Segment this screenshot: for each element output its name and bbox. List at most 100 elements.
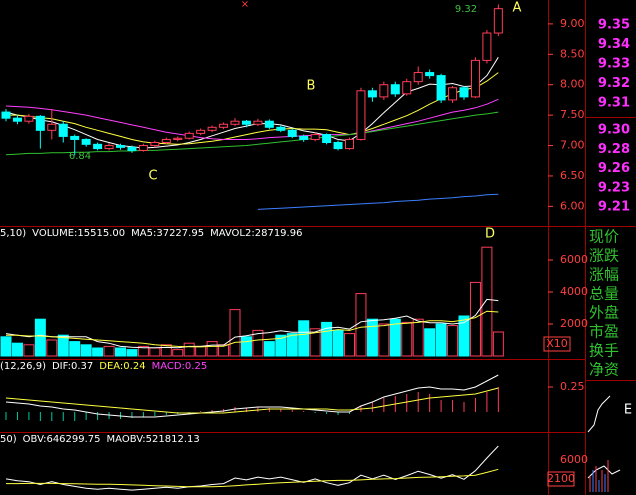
candle-body (104, 145, 114, 150)
volume-bar (69, 341, 81, 357)
y-tick-label: 0.25 (560, 380, 585, 393)
quote-label: 涨跌 (589, 247, 619, 265)
volume-bar (344, 333, 355, 357)
bid-price: 9.26 (598, 161, 630, 176)
candle-body (310, 134, 320, 140)
indicator-line (5, 98, 499, 140)
ask-price: 9.35 (598, 18, 630, 33)
candle-body (184, 132, 194, 139)
y-tick-label: 7.50 (560, 108, 585, 121)
volume-bar (412, 318, 424, 357)
volume-bar (378, 323, 390, 357)
quote-label: 市盈 (589, 323, 619, 341)
ask-price: 9.33 (598, 57, 630, 72)
indicator-line (5, 111, 499, 156)
ask-price: 9.34 (598, 37, 630, 52)
volume-bar (492, 331, 504, 357)
quote-label: 总量 (589, 285, 619, 303)
candle-body (493, 8, 503, 34)
unit-box (543, 336, 571, 352)
candle-body (161, 138, 171, 143)
candle-body (436, 75, 446, 101)
candle-body (230, 120, 240, 125)
candle-body (333, 141, 343, 150)
candle-body (390, 84, 400, 95)
mini-bars (589, 460, 609, 492)
volume-bar (286, 333, 298, 357)
y-tick-label: 2000 (560, 317, 588, 330)
candle-body (379, 84, 389, 98)
mini-label: E (624, 403, 632, 418)
volume-bar (401, 321, 413, 357)
annotation: × (241, 0, 249, 10)
volume-bar (34, 318, 46, 357)
annotation: A (513, 1, 522, 16)
mini-box (547, 471, 575, 487)
candle-body (35, 115, 45, 131)
candle-body (425, 72, 435, 77)
ask-price: 9.32 (598, 76, 630, 91)
candle-body (448, 87, 458, 101)
bid-price: 9.23 (598, 180, 630, 195)
volume-bar (321, 321, 333, 357)
volume-bar (424, 328, 436, 357)
volume-bar (57, 334, 69, 357)
quote-label: 现价 (589, 228, 619, 246)
candle-body (322, 134, 332, 143)
indicator-line (6, 72, 499, 145)
y-tick-label: 8.50 (560, 47, 585, 60)
volume-bar (126, 349, 138, 357)
indicator-header: (12,26,9) (0, 361, 46, 372)
y-tick-label: 6000 (560, 253, 588, 266)
indicator-line (6, 310, 499, 348)
candle-body (299, 135, 309, 140)
indicator-line (5, 374, 499, 418)
annotation: C (148, 169, 157, 184)
indicator-line (5, 57, 499, 149)
bid-price: 9.28 (598, 142, 630, 157)
indicator-line (5, 298, 499, 349)
volume-bar (46, 339, 58, 357)
indicator-header: MA5:37227.95 (131, 228, 204, 239)
annotation: D (485, 227, 495, 242)
mini-tick: 6000 (560, 453, 588, 466)
candle-body (264, 120, 274, 128)
volume-bar (206, 341, 218, 357)
quote-label: 净资 (589, 361, 619, 379)
bid-price: 9.30 (598, 123, 630, 138)
y-tick-label: 7.00 (560, 139, 585, 152)
y-tick-label: 8.00 (560, 78, 585, 91)
candle-body (47, 123, 57, 131)
candle-body (470, 59, 480, 98)
candle-body (253, 120, 263, 125)
volume-bar (435, 323, 447, 357)
mini-line (587, 395, 611, 433)
unit-label: X10 (546, 337, 568, 350)
candle-body (356, 90, 366, 140)
volume-bar (240, 336, 252, 357)
indicator-header: VOLUME:15515.00 (32, 228, 125, 239)
candle-body (459, 87, 469, 98)
volume-bar (263, 341, 275, 357)
annotation: B (307, 79, 316, 94)
volume-bar (447, 325, 459, 357)
volume-bar (366, 318, 378, 357)
y-tick-label: 6.00 (560, 199, 585, 212)
candle-body (127, 146, 137, 151)
volume-bar (481, 246, 493, 357)
volume-bar (469, 281, 481, 357)
mini-tick: 2100 (547, 472, 575, 485)
candle-body (93, 143, 103, 150)
volume-bar (298, 320, 310, 357)
candle-body (116, 145, 125, 148)
candle-body (241, 120, 251, 125)
volume-bar (0, 336, 12, 357)
volume-bar (172, 349, 184, 357)
candle-body (81, 138, 91, 145)
indicator-line (5, 387, 499, 414)
volume-bar (275, 334, 287, 357)
volume-bar (11, 342, 23, 357)
